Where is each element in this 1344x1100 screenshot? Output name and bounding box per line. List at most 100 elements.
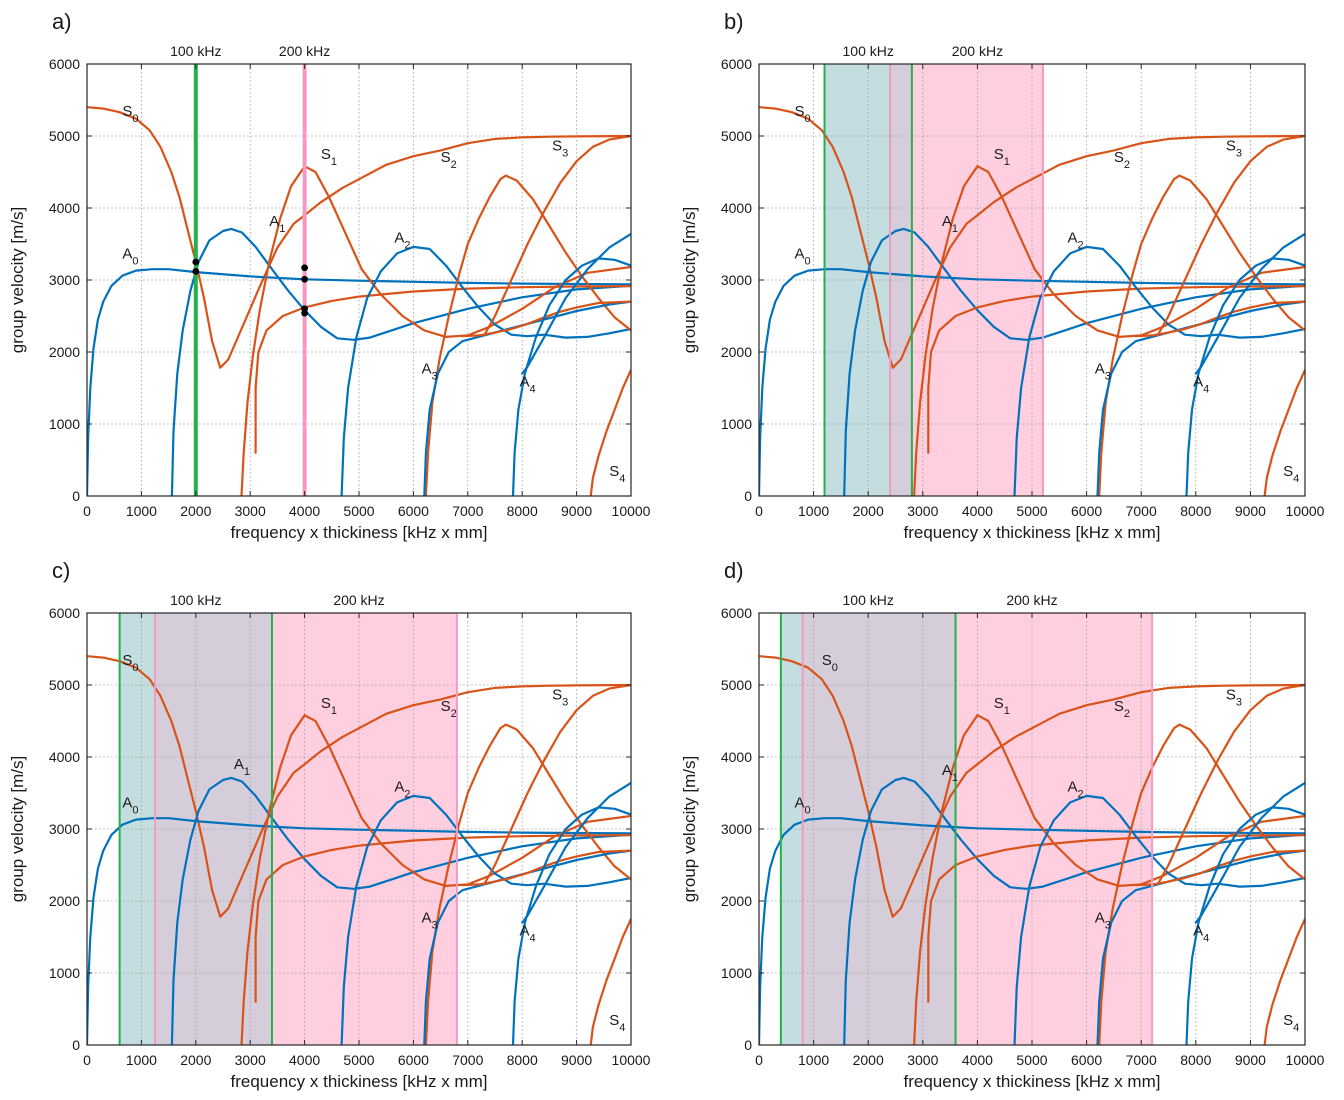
- y-axis-label: group velocity [m/s]: [680, 207, 699, 353]
- mode-label-subscript: 0: [805, 804, 811, 816]
- curve-S3b: [1156, 134, 1305, 337]
- curve-S3b: [483, 134, 631, 337]
- mode-label-base: S: [1114, 698, 1124, 715]
- mode-label-base: S: [122, 103, 132, 120]
- mode-label-subscript: 2: [451, 708, 457, 720]
- mode-label-A4: A4: [1193, 374, 1209, 396]
- mode-label-S0: S0: [122, 652, 138, 674]
- curve-A2: [1013, 245, 1305, 496]
- intersection-point: [192, 267, 200, 275]
- mode-label-subscript: 1: [244, 766, 250, 778]
- mode-label-subscript: 2: [1078, 789, 1084, 801]
- header-label: 200 kHz: [952, 43, 1003, 59]
- x-tick-label: 6000: [398, 1052, 429, 1068]
- mode-label-base: A: [394, 230, 404, 247]
- curve-A4: [511, 257, 631, 496]
- curve-S4: [1263, 368, 1305, 496]
- mode-label-base: S: [609, 463, 619, 480]
- mode-label-subscript: 0: [132, 113, 138, 125]
- mode-label-base: A: [122, 245, 132, 262]
- curve-A3: [423, 300, 631, 496]
- curve-S3: [461, 300, 631, 338]
- x-tick-label: 8000: [507, 1052, 538, 1068]
- mode-label-base: A: [794, 245, 804, 262]
- x-tick-label: 4000: [962, 1052, 993, 1068]
- mode-label-base: S: [122, 652, 132, 669]
- mode-label-S1: S1: [321, 146, 337, 168]
- curves: [87, 655, 631, 1045]
- curves: [759, 106, 1305, 496]
- curve-S3b: [483, 683, 631, 886]
- mode-label-S0: S0: [794, 103, 810, 125]
- mode-label-base: S: [822, 652, 832, 669]
- mode-label-A0: A0: [794, 245, 810, 267]
- mode-label-A2: A2: [1067, 779, 1083, 801]
- mode-label-base: S: [552, 686, 562, 703]
- x-tick-label: 4000: [289, 1052, 320, 1068]
- y-tick-label: 3000: [721, 821, 752, 837]
- mode-label-base: A: [942, 762, 952, 779]
- x-tick-label: 4000: [962, 503, 993, 519]
- mode-label-base: A: [794, 794, 804, 811]
- intersection-point: [301, 309, 308, 317]
- y-tick-label: 6000: [721, 605, 752, 621]
- x-tick-label: 6000: [398, 503, 429, 519]
- curve-A3: [1096, 849, 1305, 1045]
- mode-label-subscript: 2: [1124, 708, 1130, 720]
- curve-A2: [340, 794, 631, 1045]
- curves: [759, 655, 1305, 1045]
- mode-label-S2: S2: [1114, 698, 1130, 720]
- x-tick-label: 3000: [907, 503, 938, 519]
- mode-label-S2: S2: [441, 698, 457, 720]
- mode-label-subscript: 4: [619, 1022, 625, 1034]
- mode-label-subscript: 1: [1004, 705, 1010, 717]
- mode-label-base: A: [1095, 361, 1105, 378]
- curve-A1: [170, 776, 631, 1045]
- x-tick-label: 2000: [180, 503, 211, 519]
- x-axis-label: frequency x thickiness [kHz x mm]: [904, 523, 1161, 542]
- y-tick-label: 5000: [721, 128, 752, 144]
- y-tick-label: 3000: [721, 272, 752, 288]
- ticks: 0 1000 2000 3000 4000 5000 6000 7000 8000 9000 100…: [49, 56, 651, 519]
- x-axis-label: frequency x thickiness [kHz x mm]: [231, 523, 488, 542]
- curve-S3: [1134, 849, 1305, 887]
- curve-A2: [340, 245, 631, 496]
- curve-A2: [1013, 794, 1305, 1045]
- curve-S_branch: [254, 285, 631, 454]
- x-tick-label: 7000: [1126, 503, 1157, 519]
- x-tick-label: 3000: [235, 1052, 266, 1068]
- curve-S3: [1134, 300, 1305, 338]
- y-tick-label: 0: [744, 488, 752, 504]
- mode-label-S3: S3: [552, 686, 568, 708]
- mode-label-A3: A3: [422, 361, 438, 383]
- x-tick-label: 0: [755, 1052, 763, 1068]
- x-tick-label: 6000: [1071, 503, 1102, 519]
- mode-label-S3: S3: [1226, 686, 1242, 708]
- x-tick-label: 8000: [507, 503, 538, 519]
- mode-label-subscript: 2: [404, 240, 410, 252]
- mode-label-A4: A4: [519, 923, 535, 945]
- mode-label-subscript: 0: [805, 255, 811, 267]
- y-tick-label: 4000: [49, 749, 80, 765]
- curve-S1: [240, 165, 631, 496]
- curve-S4: [589, 368, 631, 496]
- mode-label-S1: S1: [321, 695, 337, 717]
- mode-label-subscript: 1: [279, 223, 285, 235]
- mode-label-base: S: [994, 146, 1004, 163]
- intersection-point: [192, 258, 200, 266]
- mode-label-base: S: [441, 149, 451, 166]
- curve-S_branch: [927, 285, 1305, 454]
- curve-A5: [521, 232, 631, 375]
- curve-S3b: [1156, 683, 1305, 886]
- x-tick-label: 1000: [798, 503, 829, 519]
- y-tick-label: 6000: [49, 605, 80, 621]
- mode-label-S2: S2: [441, 149, 457, 171]
- mode-label-base: A: [234, 756, 244, 773]
- y-tick-label: 6000: [49, 56, 80, 72]
- x-tick-label: 1000: [126, 1052, 157, 1068]
- mode-label-A0: A0: [794, 794, 810, 816]
- x-tick-label: 10000: [612, 1052, 651, 1068]
- x-tick-label: 1000: [798, 1052, 829, 1068]
